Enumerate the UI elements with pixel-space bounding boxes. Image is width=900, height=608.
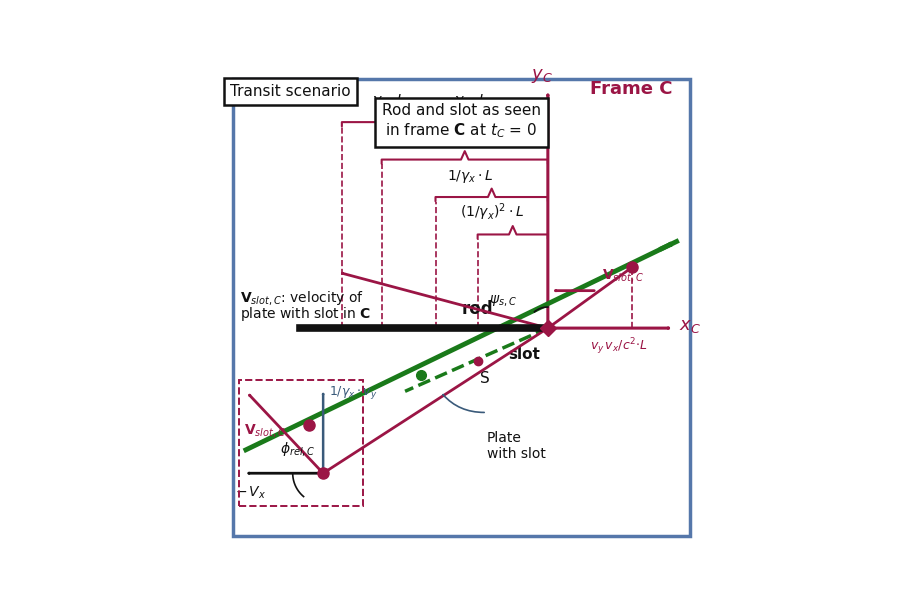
Text: $\mathbf{V}_{slot,C}$: $\mathbf{V}_{slot,C}$ [244, 422, 285, 438]
Text: $\psi_{s,C}$: $\psi_{s,C}$ [490, 294, 518, 309]
Text: $\gamma_x \cdot L$: $\gamma_x \cdot L$ [454, 92, 487, 109]
Text: $1/\gamma_x \cdot L$: $1/\gamma_x \cdot L$ [447, 168, 494, 185]
Text: rod: rod [462, 300, 493, 318]
Text: plate with slot in $\mathbf{C}$: plate with slot in $\mathbf{C}$ [240, 305, 372, 323]
Text: $\gamma_x \cdot L$: $\gamma_x \cdot L$ [373, 92, 405, 109]
Text: $v_y\, v_x/c^2{\cdot}L$: $v_y\, v_x/c^2{\cdot}L$ [590, 337, 648, 357]
Text: S: S [481, 371, 491, 386]
Text: $y_C$: $y_C$ [531, 67, 554, 85]
Text: $(1/\gamma_x)^2 \cdot L$: $(1/\gamma_x)^2 \cdot L$ [460, 201, 524, 223]
Text: Frame C: Frame C [590, 80, 672, 98]
Text: $-\,\mathit{V_x}$: $-\,\mathit{V_x}$ [235, 485, 266, 502]
Text: $\mathbf{V}_{slot,C}$: $\mathbf{V}_{slot,C}$ [602, 267, 644, 283]
Text: $\mathbf{V}_{slot,C}$: velocity of: $\mathbf{V}_{slot,C}$: velocity of [240, 289, 364, 307]
Text: $1/\gamma_x \cdot v_y$: $1/\gamma_x \cdot v_y$ [328, 384, 377, 401]
Text: slot: slot [508, 347, 540, 362]
Text: Transit scenario: Transit scenario [230, 84, 351, 99]
Text: $L$: $L$ [436, 132, 445, 148]
Text: $x_C$: $x_C$ [679, 317, 701, 335]
Text: Rod and slot as seen
in frame $\mathbf{C}$ at $t_C$ = 0: Rod and slot as seen in frame $\mathbf{C… [382, 103, 541, 140]
Text: $\phi_{rel,C}$: $\phi_{rel,C}$ [280, 440, 315, 458]
Text: Plate
with slot: Plate with slot [487, 431, 546, 461]
